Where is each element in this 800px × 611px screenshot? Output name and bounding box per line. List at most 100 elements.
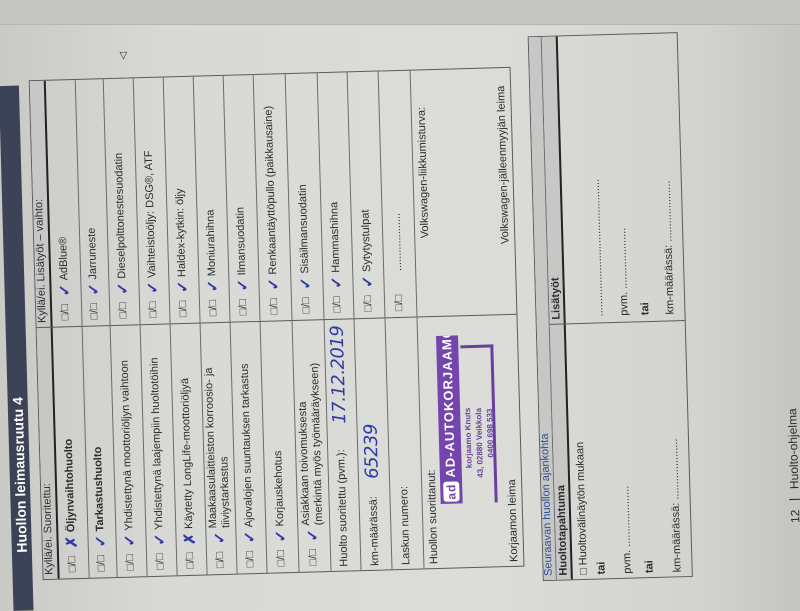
right-column-header: Kyllä/ei. Lisätyöt – vaihto: [33,198,49,324]
service-event-line[interactable]: □ Huoltovälinäytön mukaan [574,441,590,576]
handwritten-mileage: 65239 [360,423,383,480]
right-row-label: Vaihteistoöljy: DSG®, ATF [142,150,159,279]
right-row-label: AdBlue® [57,236,71,281]
next-service-divider [549,320,685,325]
cross-mark-icon: ✗ [181,532,199,546]
workshop-stamp-label: Korjaamon leima [506,479,521,563]
checkmark-icon: ✓ [121,533,139,547]
checkmark-icon: ✓ [241,530,259,544]
left-row-label-line2: tiiviystarkastus [218,456,233,529]
right-checkbox-yes-no[interactable]: □/□ [58,303,72,321]
extra-work-line: tai [639,302,652,316]
checkmark-icon: ✓ [114,281,132,295]
service-event-line: pvm. .................... [619,485,634,574]
left-row-label: Käytetty LongLife-moottoriöljyä [179,377,196,530]
right-checkbox-yes-no[interactable]: □/□ [236,298,250,316]
right-checkbox-yes-no[interactable]: □/□ [267,297,281,315]
extra-work-line: km-määrässä: .................... [660,180,677,315]
right-checkbox-yes-no[interactable]: □/□ [206,299,220,317]
page-turn-arrow-icon: ◁ [117,51,130,60]
left-checkbox-yes-no[interactable]: □/□ [123,554,137,571]
checkmark-icon: ✓ [272,529,290,543]
left-checkbox-yes-no[interactable]: □/□ [213,551,227,569]
right-row-label: Dieselpolttonestesuodatin [112,152,129,279]
service-event-header: Huoltotapahtuma [555,484,570,576]
left-checkbox-yes-no[interactable]: □/□ [183,552,197,570]
page-number: 12 [788,509,800,524]
cross-mark-icon: ✗ [63,535,81,549]
extra-work-line: ........................................… [589,178,606,317]
right-row-label: Ilmansuodatin [234,206,249,276]
row-divider [377,71,393,570]
right-checkbox-yes-no[interactable]: □/□ [299,297,313,314]
mobility-guarantee-label: Volkswagen-liikkumisturva: [415,106,432,239]
section-title: Huolto-ohjelma [785,408,800,490]
checkmark-icon: ✓ [204,279,222,293]
service-event-line: tai [643,560,656,574]
left-checkbox-yes-no[interactable]: □/□ [153,553,167,570]
left-row-label: km-määrässä: [366,495,381,566]
checkmark-icon: ✓ [234,278,252,292]
checkmark-icon: ✓ [304,528,322,542]
workshop-stamp: ad AD-AUTOKORJAAMO [436,335,463,504]
checkmark-icon: ✓ [151,532,169,547]
left-checkbox-yes-no[interactable]: □/□ [95,554,108,572]
left-checkbox-yes-no[interactable]: □/□ [243,550,257,568]
stamp-line-1: korjaamo Knuts [463,407,474,469]
page-title: Huollon leimausruutu 4 [9,396,30,553]
service-event-line: tai [595,561,608,575]
checkmark-icon: ✓ [265,277,283,291]
left-row-label: Laskun numero: [398,485,413,566]
right-row-label: Haldex-kytkin: öljy [173,188,189,278]
stamp-line-2: 43, 02880 Veikkola [474,407,485,478]
left-row-label: Öljynvaihtohuolto [62,438,78,533]
right-row-label: Jarruneste [85,227,100,280]
left-row-label: Huolto suoritettu (pvm.): [335,449,351,567]
handwritten-service-date: 17.12.2019 [326,325,351,425]
row-divider [284,74,300,572]
right-checkbox-yes-no[interactable]: □/□ [87,303,101,320]
left-checkbox-yes-no[interactable]: □/□ [274,549,288,567]
right-row-label: Renkaantäyttöpullo (paikkausaine) [262,105,280,275]
checkmark-icon: ✓ [144,281,162,295]
footer-separator: | [786,497,800,502]
title-bar: Huollon leimausruutu 4 [0,85,34,611]
right-checkbox-yes-no[interactable]: □/□ [392,294,406,312]
next-service-table: Seuraavan huollon ajankohta Huoltotapaht… [527,32,693,582]
checkmark-icon: ✓ [174,280,192,294]
table-header-row: Kyllä/ei. Suoritettu: Kyllä/ei. Lisätyöt… [29,80,60,580]
left-checkbox-yes-no[interactable]: □/□ [66,555,79,573]
checkmark-icon: ✓ [328,275,346,289]
photo-background-edge [0,0,800,25]
left-row-label: Ajovalojen suuntauksen tarkastus [238,363,256,528]
extra-work-header: Lisätyöt [549,277,563,320]
dealer-stamp-label: Volkswagen-jälleenmyyjän leima [495,85,512,245]
right-row-label: ................... [390,212,405,272]
stamp-logo: ad [443,481,460,502]
right-row-label: Hammashihna [328,201,343,273]
column-divider-lower [416,313,518,318]
left-row-label: Korjauskehotus [272,450,287,527]
right-checkbox-yes-no[interactable]: □/□ [330,296,344,313]
performed-by-label: Huollon suorittanut: [425,469,441,565]
right-checkbox-yes-no[interactable]: □/□ [146,301,160,319]
left-row-label: Yhdistettynä moottoriöljyn vaihtoon [118,359,136,531]
right-checkbox-yes-no[interactable]: □/□ [361,295,374,313]
right-checkbox-yes-no[interactable]: □/□ [176,300,190,318]
right-row-label: Moniurahihna [204,209,219,277]
stamp-name: AD-AUTOKORJAAMO [438,335,458,478]
checkmark-icon: ✓ [358,275,377,289]
checkmark-icon: ✓ [92,534,110,548]
right-checkbox-yes-no[interactable]: □/□ [116,302,130,319]
service-event-line: km-määrässä: .................... [667,438,684,573]
checkmark-icon: ✓ [211,531,229,545]
right-row-label: Sisäilmansuodatin [296,184,312,274]
checkmark-icon: ✓ [297,276,315,290]
left-row-label: Tarkastushuolto [91,446,107,532]
stamp-line-3: 0400 698 533 [485,408,496,458]
left-column-header: Kyllä/ei. Suoritettu: [40,483,56,576]
checkmark-icon: ✓ [85,282,103,296]
left-row-label: Yhdistettynä laajempiin huoltotöihin [148,357,166,530]
left-checkbox-yes-no[interactable]: □/□ [306,549,320,566]
